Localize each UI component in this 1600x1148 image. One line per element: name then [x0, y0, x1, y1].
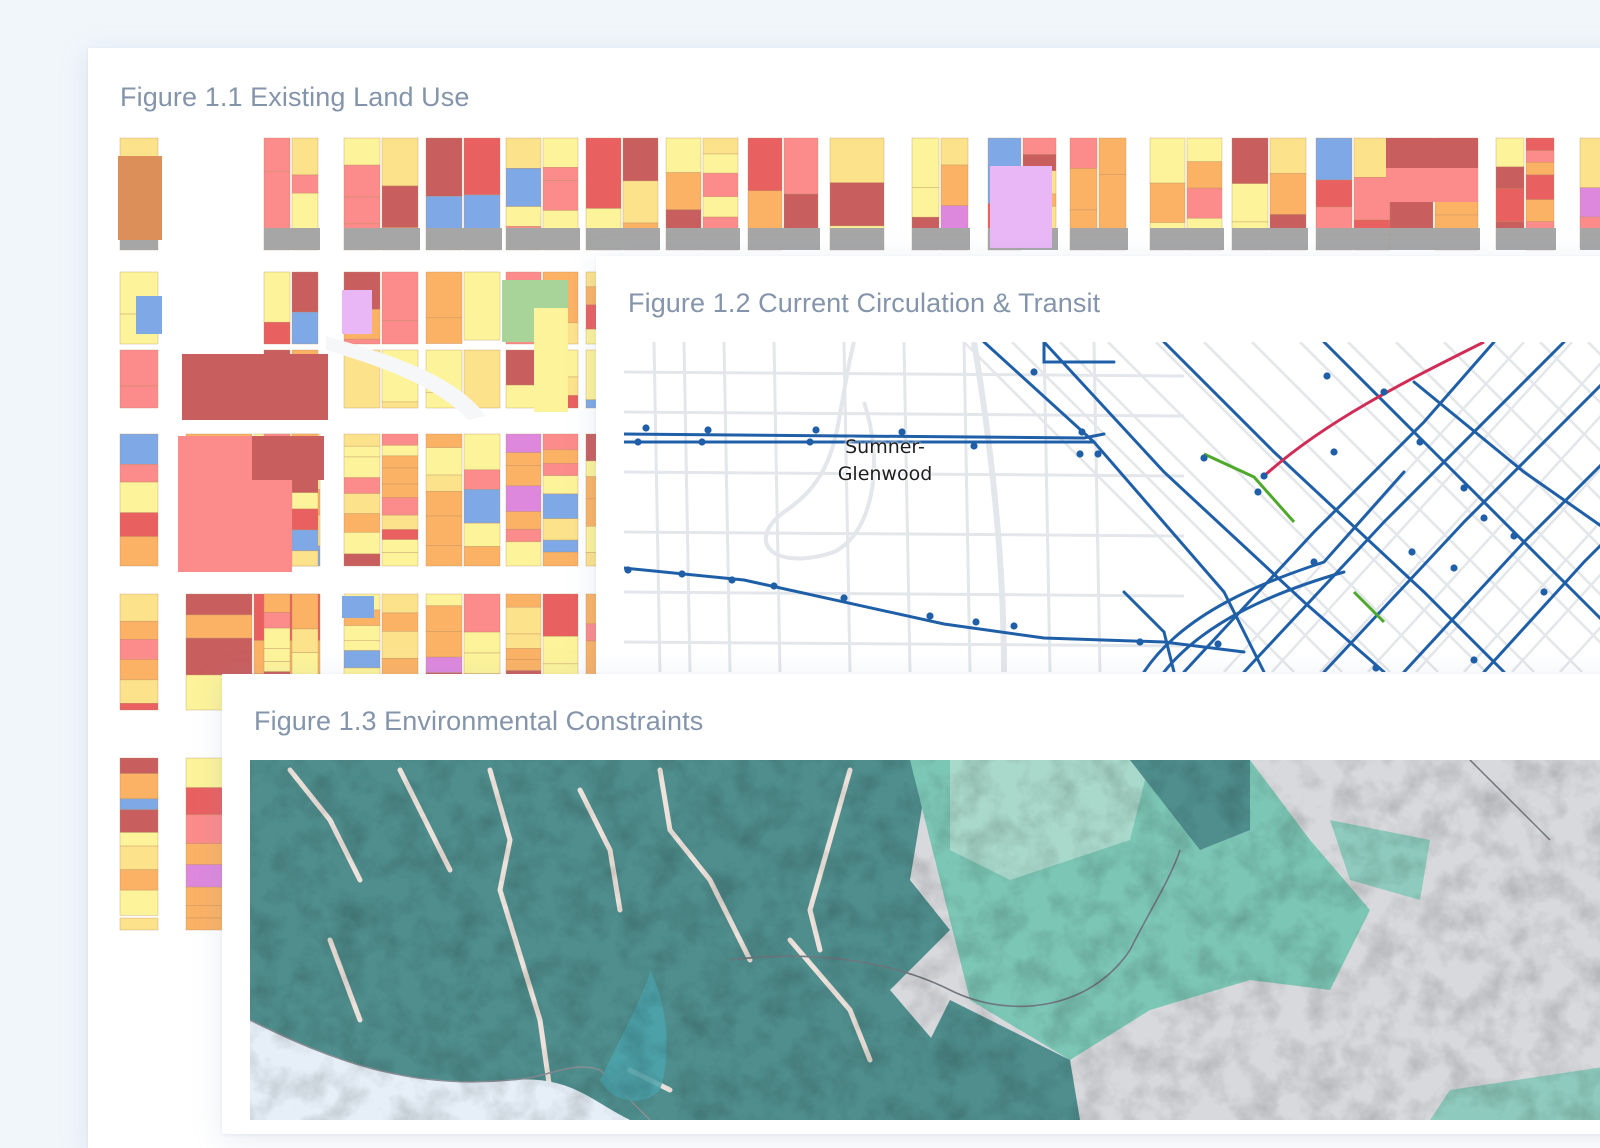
parcel-block: [119, 757, 159, 916]
parcel-block: [119, 349, 159, 409]
parcel-block: [263, 271, 319, 345]
place-label-line2: Glenwood: [837, 463, 933, 485]
parcel-block: [665, 137, 740, 251]
parcel-block: [425, 137, 502, 251]
parcel-block: [829, 137, 885, 251]
figure-title-land-use: Figure 1.1 Existing Land Use: [120, 82, 470, 112]
parcel-block: [747, 137, 820, 251]
figure-card-environment: Figure 1.3 Environmental Constraints: [222, 674, 1600, 1134]
environment-map[interactable]: [250, 760, 1600, 1120]
parcel-block: [119, 917, 159, 931]
environmental-constraints-layer: [250, 760, 1600, 1120]
parcel-block: [911, 137, 970, 251]
figure-title-environment: Figure 1.3 Environmental Constraints: [254, 706, 704, 736]
place-label-sumner-glenwood: Sumner- Glenwood: [820, 434, 950, 488]
parcel-block: [119, 433, 159, 567]
transit-network: [624, 342, 1600, 672]
parcel-block: [1069, 137, 1128, 251]
parcel-block: [1495, 137, 1556, 251]
figure-title-circulation: Figure 1.2 Current Circulation & Transit: [628, 288, 1101, 318]
transit-map[interactable]: Sumner- Glenwood: [624, 342, 1600, 672]
parcel-block: [425, 433, 501, 567]
parcel-block: [425, 271, 501, 344]
parcel-block: [263, 137, 320, 251]
parcel-block: [585, 137, 660, 251]
parcel-block: [1231, 137, 1308, 251]
parcel-block: [505, 433, 579, 567]
place-label-line1: Sumner-: [845, 436, 925, 458]
parcel-block: [1149, 137, 1224, 251]
parcel-block: [1579, 137, 1600, 250]
parcel-block: [119, 593, 159, 711]
parcel-block: [505, 137, 580, 251]
figure-card-circulation: Figure 1.2 Current Circulation & Transit…: [596, 256, 1600, 686]
parcel-block: [343, 137, 420, 251]
parcel-block: [1315, 137, 1392, 251]
parcel-block: [343, 433, 419, 567]
